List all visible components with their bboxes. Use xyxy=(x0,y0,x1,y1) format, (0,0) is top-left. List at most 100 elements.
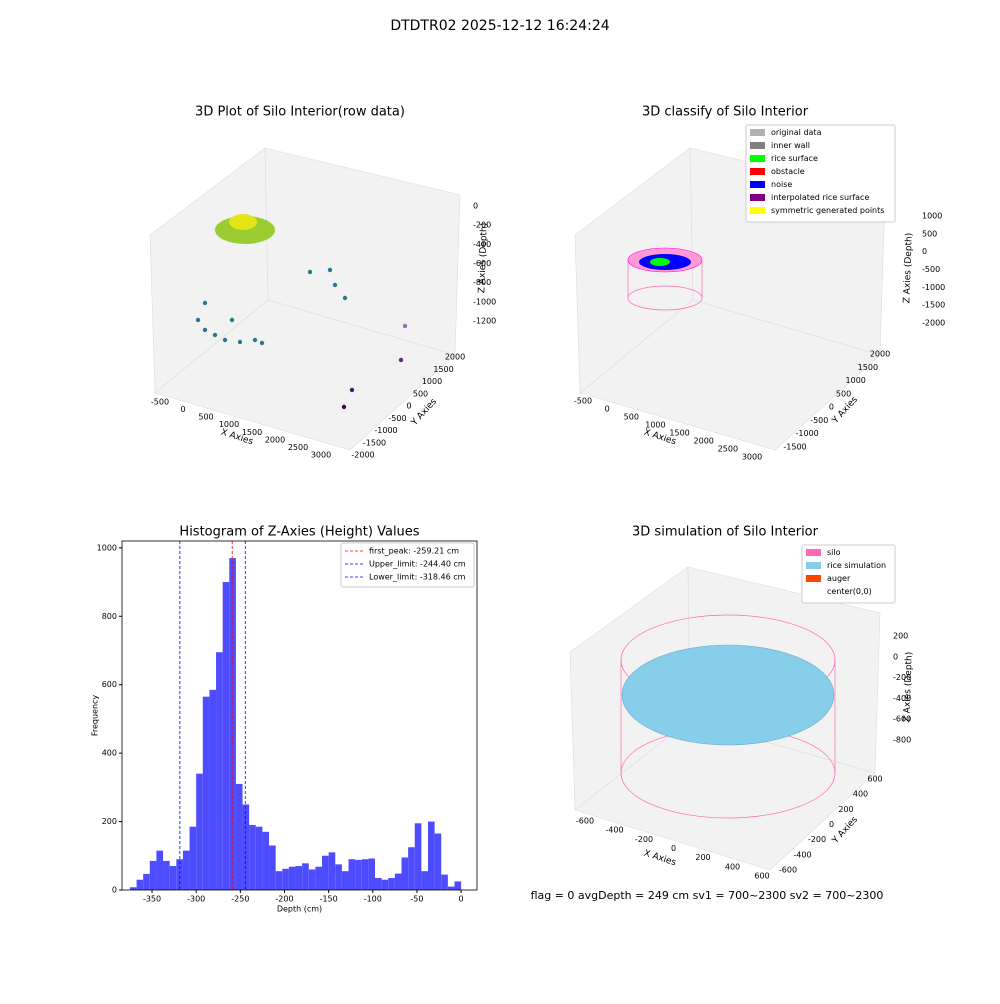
bar xyxy=(249,824,256,890)
bar xyxy=(348,859,356,890)
y-tick-label: 1500 xyxy=(858,363,878,372)
point xyxy=(202,300,208,306)
z-tick-label: -1000 xyxy=(473,297,496,306)
bar xyxy=(222,582,230,890)
x-tick-label: 2500 xyxy=(288,443,308,452)
z-tick-label: -2000 xyxy=(922,319,945,328)
y-tick-label: 400 xyxy=(102,749,117,758)
bar xyxy=(454,881,462,890)
x-tick-label: 3000 xyxy=(742,453,762,462)
point-cloud xyxy=(195,214,408,410)
x-tick-label: 500 xyxy=(624,413,639,422)
bar xyxy=(242,804,250,890)
x-tick-label: 2000 xyxy=(694,437,714,446)
z-tick-label: 500 xyxy=(922,229,937,238)
bar xyxy=(375,878,382,890)
legend-swatch xyxy=(806,562,821,569)
y-tick-label: -2000 xyxy=(351,451,374,460)
bar xyxy=(295,866,303,890)
legend-box xyxy=(745,124,896,223)
x-tick-label: -300 xyxy=(187,895,205,904)
legend-label: auger xyxy=(827,574,851,583)
bar xyxy=(269,845,276,890)
y-tick-label: 400 xyxy=(853,790,868,799)
chart-title: 3D simulation of Silo Interior xyxy=(632,525,819,540)
chart-title: Histogram of Z-Axies (Height) Values xyxy=(179,525,419,540)
y-tick-label: 600 xyxy=(102,680,117,689)
bar xyxy=(308,869,316,890)
bar xyxy=(381,879,389,890)
y-tick-label: 200 xyxy=(102,817,117,826)
bar xyxy=(434,833,442,890)
legend-swatch xyxy=(750,129,765,136)
legend-label: noise xyxy=(771,180,792,189)
bar xyxy=(235,783,243,890)
bar xyxy=(136,879,144,890)
status-text: flag = 0 avgDepth = 249 cm sv1 = 700~230… xyxy=(531,889,884,902)
bar xyxy=(401,857,409,890)
bar xyxy=(421,871,428,890)
z-tick-label: 1000 xyxy=(922,212,942,221)
x-tick-label: -600 xyxy=(576,817,594,826)
silo-simulation xyxy=(620,614,836,819)
surface-region xyxy=(650,258,670,266)
plot-frame xyxy=(121,540,478,891)
chart-title: 3D Plot of Silo Interior(row data) xyxy=(195,105,405,120)
point xyxy=(341,404,347,410)
bar xyxy=(282,868,289,890)
cloud xyxy=(229,214,257,230)
y-tick-label: -1500 xyxy=(783,443,806,452)
bar xyxy=(288,866,296,890)
x-tick-label: 3000 xyxy=(311,451,331,460)
z-axis-label: Z Axies (Depth) xyxy=(902,233,914,304)
bar xyxy=(262,831,270,890)
y-tick-label: 800 xyxy=(102,612,117,621)
legend-swatch xyxy=(750,181,765,188)
y-tick-label: 1000 xyxy=(422,377,442,386)
bar xyxy=(143,873,150,890)
bar xyxy=(315,866,323,890)
y-tick-label: 200 xyxy=(838,805,853,814)
legend-box xyxy=(801,544,896,604)
legend-swatch xyxy=(806,549,821,556)
z-axis-label: Z Axies (Depth) xyxy=(477,223,489,294)
y-tick-label: -500 xyxy=(810,416,828,425)
z-tick-label: -800 xyxy=(473,278,491,287)
point xyxy=(402,323,408,329)
x-tick-label: 1500 xyxy=(669,429,689,438)
bar xyxy=(302,863,309,890)
bar xyxy=(388,878,395,890)
x-tick-label: 2000 xyxy=(265,435,285,444)
point xyxy=(237,339,243,345)
y-tick-label: -400 xyxy=(793,850,811,859)
z-tick-label: -1000 xyxy=(922,283,945,292)
pane xyxy=(154,299,456,451)
z-tick-label: -600 xyxy=(473,259,491,268)
legend-swatch xyxy=(750,168,765,175)
legend-label: center(0,0) xyxy=(827,587,872,596)
z-tick-label: 0 xyxy=(922,247,927,256)
y-tick-label: -500 xyxy=(388,414,406,423)
legend-label: rice simulation xyxy=(827,561,886,570)
point xyxy=(212,332,218,338)
legend-label: first_peak: -259.21 cm xyxy=(369,547,459,556)
bar xyxy=(202,696,210,890)
x-tick-label: 1000 xyxy=(219,420,239,429)
bar xyxy=(414,823,422,890)
x-tick-label: 600 xyxy=(754,872,769,881)
bar xyxy=(176,859,183,890)
bar xyxy=(182,850,190,890)
z-axis-label: Z Axies (Depth) xyxy=(902,652,914,723)
bar xyxy=(156,850,164,890)
pane xyxy=(579,299,881,451)
x-tick-label: 0 xyxy=(671,844,676,853)
chart-title: 3D classify of Silo Interior xyxy=(642,105,809,120)
legend-swatch xyxy=(806,575,821,582)
bar xyxy=(169,866,177,890)
pane-group xyxy=(149,147,886,871)
legend-swatch xyxy=(750,194,765,201)
x-tick-label: 500 xyxy=(198,413,213,422)
x-tick-label: -350 xyxy=(143,895,161,904)
x-axis-label: Depth (cm) xyxy=(277,905,322,914)
point xyxy=(195,317,201,323)
